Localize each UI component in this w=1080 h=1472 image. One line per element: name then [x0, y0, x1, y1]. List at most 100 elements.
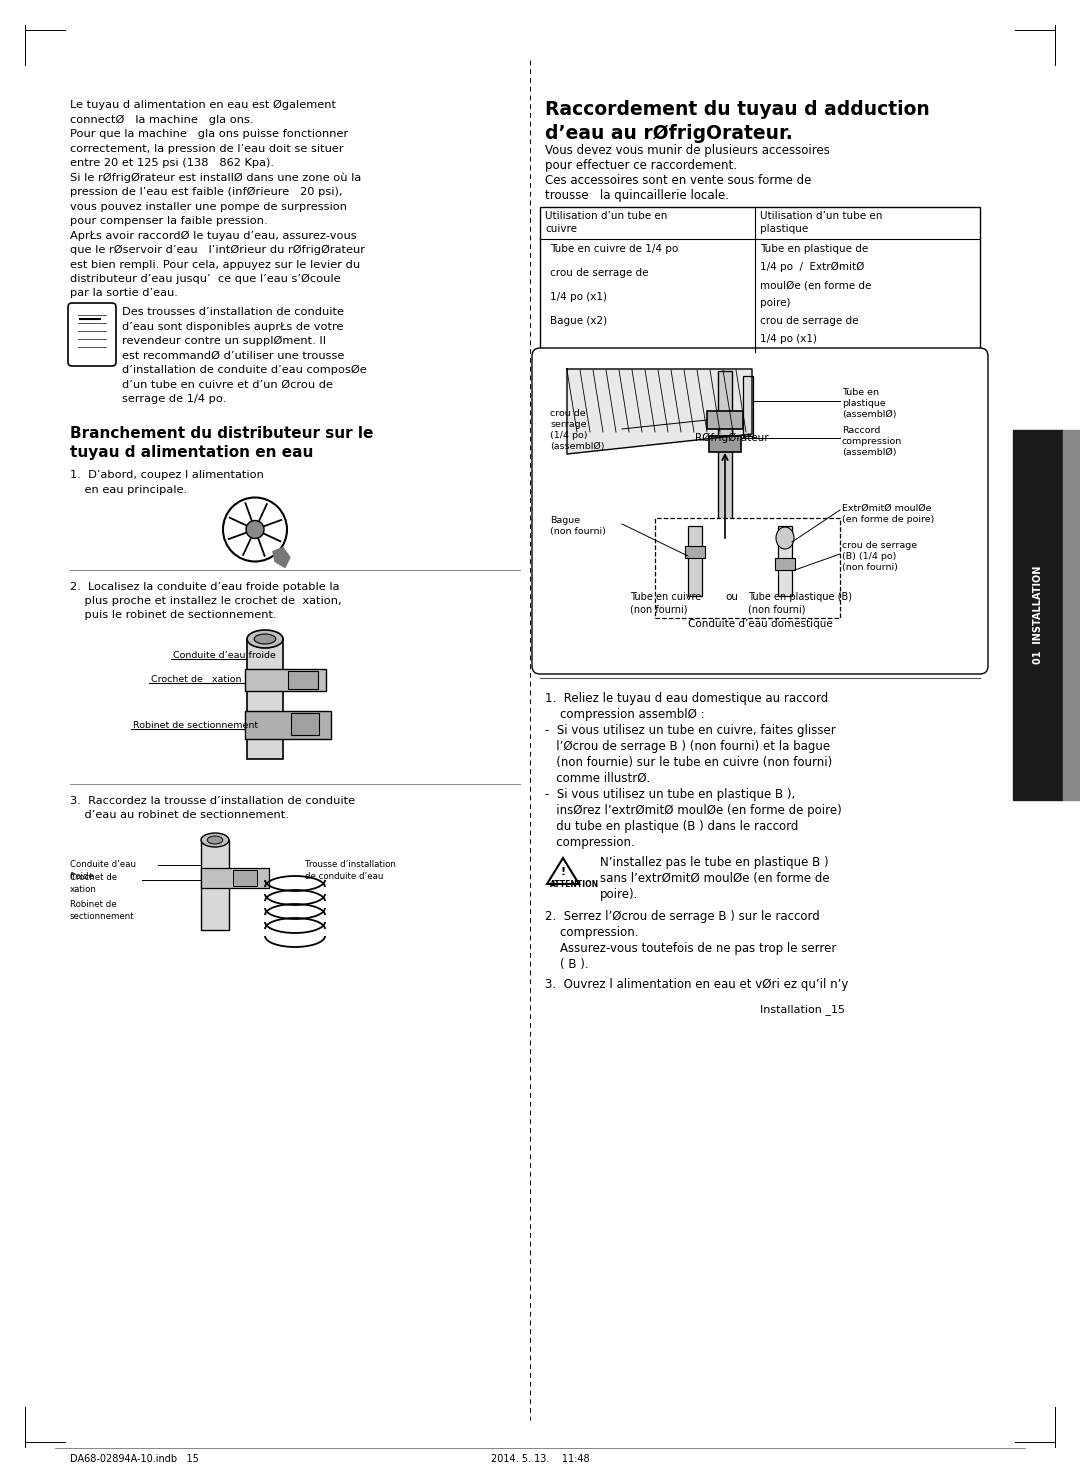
Text: crou de: crou de: [550, 409, 585, 418]
Ellipse shape: [207, 836, 222, 843]
Text: d’eau au robinet de sectionnement.: d’eau au robinet de sectionnement.: [70, 811, 288, 820]
Text: froide: froide: [70, 871, 95, 882]
Text: Pour que la machine   gla ons puisse fonctionner: Pour que la machine gla ons puisse fonct…: [70, 130, 348, 138]
Text: (en forme de poire): (en forme de poire): [842, 515, 934, 524]
Text: plastique: plastique: [760, 224, 808, 234]
Text: Conduite d’eau: Conduite d’eau: [70, 860, 136, 868]
Text: comme illustrØ.: comme illustrØ.: [545, 771, 650, 785]
Text: Conduite d’eau froide: Conduite d’eau froide: [173, 651, 275, 659]
FancyBboxPatch shape: [68, 303, 116, 367]
Text: 1.  D’abord, coupez l alimentation: 1. D’abord, coupez l alimentation: [70, 471, 264, 480]
Text: sectionnement: sectionnement: [70, 913, 135, 921]
Text: d’eau sont disponibles auprŁs de votre: d’eau sont disponibles auprŁs de votre: [122, 321, 343, 331]
Text: Tube en plastique de: Tube en plastique de: [760, 244, 868, 255]
Text: correctement, la pression de l’eau doit se situer: correctement, la pression de l’eau doit …: [70, 143, 343, 153]
Text: poire).: poire).: [600, 888, 638, 901]
Text: ( B ).: ( B ).: [545, 958, 589, 972]
Text: serrage: serrage: [550, 420, 586, 428]
Text: Le tuyau d alimentation en eau est Øgalement: Le tuyau d alimentation en eau est Øgale…: [70, 100, 336, 110]
Circle shape: [246, 521, 264, 539]
Text: (non fourni): (non fourni): [842, 562, 897, 573]
Text: Raccord: Raccord: [842, 425, 880, 436]
Text: DA68-02894A-10.indb   15: DA68-02894A-10.indb 15: [70, 1454, 199, 1465]
Text: xation: xation: [70, 885, 97, 894]
Text: compression.: compression.: [545, 926, 638, 939]
Text: 1.  Reliez le tuyau d eau domestique au raccord: 1. Reliez le tuyau d eau domestique au r…: [545, 692, 828, 705]
Text: distributeur d’eau jusqu’  ce que l’eau s’Øcoule: distributeur d’eau jusqu’ ce que l’eau s…: [70, 274, 340, 284]
Text: (non fourni): (non fourni): [550, 527, 606, 536]
Text: Assurez-vous toutefois de ne pas trop le serrer: Assurez-vous toutefois de ne pas trop le…: [545, 942, 836, 955]
Text: plus proche et installez le crochet de  xation,: plus proche et installez le crochet de x…: [70, 596, 341, 606]
Bar: [245, 668, 326, 690]
Bar: [685, 546, 705, 558]
Text: moulØe (en forme de: moulØe (en forme de: [760, 280, 872, 290]
Bar: [201, 868, 269, 888]
Polygon shape: [273, 548, 291, 568]
Text: est bien rempli. Pour cela, appuyez sur le levier du: est bien rempli. Pour cela, appuyez sur …: [70, 259, 360, 269]
Text: trousse   la quincaillerie locale.: trousse la quincaillerie locale.: [545, 188, 729, 202]
Bar: [775, 558, 795, 570]
Text: insØrez l’extrØmitØ moulØe (en forme de poire): insØrez l’extrØmitØ moulØe (en forme de …: [545, 804, 841, 817]
Text: d’un tube en cuivre et d’un Øcrou de: d’un tube en cuivre et d’un Øcrou de: [122, 380, 333, 390]
Bar: [233, 870, 257, 886]
Bar: [288, 671, 318, 689]
Text: 2014. 5. 13.    11:48: 2014. 5. 13. 11:48: [490, 1454, 590, 1465]
Text: AprŁs avoir raccordØ le tuyau d’eau, assurez-vous: AprŁs avoir raccordØ le tuyau d’eau, ass…: [70, 231, 356, 241]
Text: tuyau d alimentation en eau: tuyau d alimentation en eau: [70, 446, 313, 461]
Ellipse shape: [254, 634, 275, 645]
Text: 01  INSTALLATION: 01 INSTALLATION: [1032, 565, 1043, 664]
Text: (non fournie) sur le tube en cuivre (non fourni): (non fournie) sur le tube en cuivre (non…: [545, 757, 833, 768]
Text: Vous devez vous munir de plusieurs accessoires: Vous devez vous munir de plusieurs acces…: [545, 144, 829, 158]
Bar: [654, 518, 840, 618]
Text: (assemblØ): (assemblØ): [550, 442, 605, 450]
Text: Utilisation d’un tube en: Utilisation d’un tube en: [545, 210, 667, 221]
Bar: [1063, 430, 1080, 799]
Text: crou de serrage de: crou de serrage de: [550, 268, 648, 278]
Text: pour compenser la faible pression.: pour compenser la faible pression.: [70, 216, 268, 227]
Text: du tube en plastique (B ) dans le raccord: du tube en plastique (B ) dans le raccor…: [545, 820, 798, 833]
Text: !: !: [561, 867, 566, 877]
Bar: [245, 711, 330, 739]
Ellipse shape: [777, 527, 794, 549]
Bar: [1013, 430, 1063, 799]
Text: l’Øcrou de serrage B ) (non fourni) et la bague: l’Øcrou de serrage B ) (non fourni) et l…: [545, 740, 831, 754]
Text: 1/4 po  /  ExtrØmitØ: 1/4 po / ExtrØmitØ: [760, 262, 864, 272]
Text: compression assemblØ :: compression assemblØ :: [545, 708, 704, 721]
Text: ATTENTION: ATTENTION: [550, 880, 599, 889]
Text: Conduite d’eau domestique: Conduite d’eau domestique: [688, 620, 833, 629]
Text: sans l’extrØmitØ moulØe (en forme de: sans l’extrØmitØ moulØe (en forme de: [600, 871, 829, 885]
Text: connectØ   la machine   gla ons.: connectØ la machine gla ons.: [70, 115, 254, 125]
Text: (1/4 po): (1/4 po): [550, 431, 588, 440]
Text: est recommandØ d’utiliser une trousse: est recommandØ d’utiliser une trousse: [122, 350, 345, 361]
Text: (assemblØ): (assemblØ): [842, 447, 896, 456]
Text: Des trousses d’installation de conduite: Des trousses d’installation de conduite: [122, 308, 345, 316]
Text: Si le rØfrigØrateur est installØ dans une zone où la: Si le rØfrigØrateur est installØ dans un…: [70, 172, 361, 183]
Text: d’eau au rØfrigOrateur.: d’eau au rØfrigOrateur.: [545, 124, 793, 143]
Text: (non fourni): (non fourni): [630, 604, 688, 614]
Bar: [778, 526, 792, 596]
Text: 1/4 po (x1): 1/4 po (x1): [550, 291, 607, 302]
Text: entre 20 et 125 psi (138   862 Kpa).: entre 20 et 125 psi (138 862 Kpa).: [70, 158, 274, 168]
Text: 2.  Serrez l’Øcrou de serrage B ) sur le raccord: 2. Serrez l’Øcrou de serrage B ) sur le …: [545, 910, 820, 923]
Text: Bague (x2): Bague (x2): [550, 316, 607, 325]
Text: Tube en cuivre: Tube en cuivre: [630, 592, 701, 602]
Bar: [688, 526, 702, 596]
Text: d’installation de conduite d’eau composØe: d’installation de conduite d’eau composØ…: [122, 365, 367, 375]
Text: Crochet de   xation: Crochet de xation: [151, 676, 242, 684]
Text: RØfrigØrateur: RØfrigØrateur: [696, 433, 769, 443]
Text: Tube en plastique (B): Tube en plastique (B): [748, 592, 852, 602]
Text: crou de serrage: crou de serrage: [842, 542, 917, 551]
Text: Bague: Bague: [550, 517, 580, 526]
Bar: [247, 639, 283, 760]
Bar: [291, 712, 319, 735]
Text: crou de serrage de: crou de serrage de: [760, 316, 859, 325]
Text: compression.: compression.: [545, 836, 635, 849]
Text: que le rØservoir d’eau   l’intØrieur du rØfrigØrateur: que le rØservoir d’eau l’intØrieur du rØ…: [70, 244, 365, 255]
Text: Utilisation d’un tube en: Utilisation d’un tube en: [760, 210, 882, 221]
Text: ou: ou: [725, 592, 738, 602]
Ellipse shape: [201, 833, 229, 846]
Bar: [743, 375, 753, 436]
Text: cuivre: cuivre: [545, 224, 577, 234]
Text: 2.  Localisez la conduite d’eau froide potable la: 2. Localisez la conduite d’eau froide po…: [70, 581, 339, 592]
Polygon shape: [567, 369, 752, 453]
